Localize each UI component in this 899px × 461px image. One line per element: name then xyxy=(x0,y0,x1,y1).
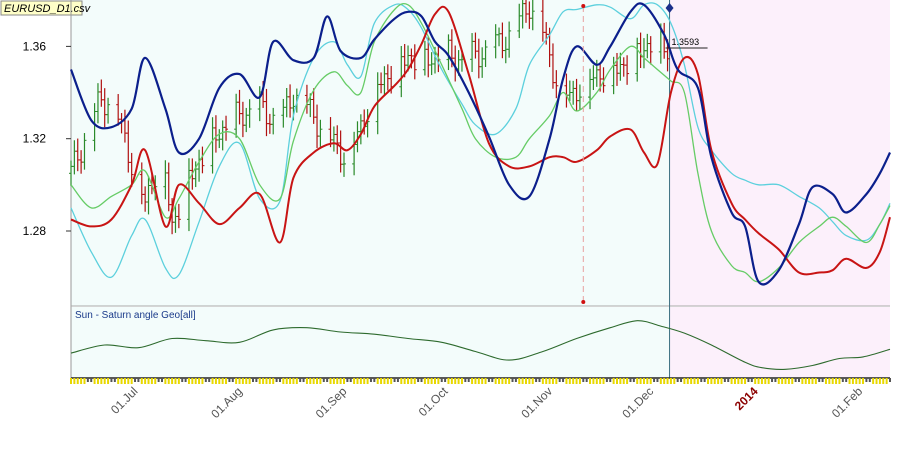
marker-dot-top xyxy=(581,4,586,8)
y-tick-label: 1.28 xyxy=(23,224,47,238)
x-tick-group: 01.Dec xyxy=(619,384,656,421)
x-tick-group: 01.Aug xyxy=(208,384,245,421)
file-title-box xyxy=(0,0,83,16)
indicator-title: Sun - Saturn angle Geo[all] xyxy=(75,310,196,321)
x-tick-group: 2014 xyxy=(732,384,761,413)
x-tick-group: 01.Feb xyxy=(829,384,866,421)
history-background xyxy=(71,0,670,306)
current-price-label: 1.3593 xyxy=(672,37,700,47)
indicator-background-history xyxy=(71,307,670,377)
indicator-curve xyxy=(70,320,891,370)
marker-dot-bottom xyxy=(581,300,586,304)
x-tick-group: 01.Oct xyxy=(416,384,451,419)
green-line xyxy=(70,2,891,283)
dark-blue-line xyxy=(69,2,891,286)
markers: 1.3593 xyxy=(581,3,708,304)
x-axis: 01.Jul 01.Aug 01.Sep 01.Oct 01.Nov 01.Dec 2014… xyxy=(70,377,891,421)
x-tick-group: 01.Jul xyxy=(108,384,141,417)
current-bar-diamond xyxy=(665,3,674,13)
y-axis-ticks: 1.28 1.32 1.36 xyxy=(23,39,71,238)
cyan-line xyxy=(70,2,891,280)
overlay-lines xyxy=(69,2,891,286)
file-title: EURUSD_D1.csv xyxy=(4,3,92,15)
indicator-line xyxy=(70,320,891,370)
x-tick-label: 01.Sep xyxy=(313,384,350,421)
x-tick-label: 01.Nov xyxy=(518,384,555,421)
x-tick-label: 01.Feb xyxy=(829,384,866,421)
indicator-background-forecast xyxy=(669,307,890,377)
x-tick-label: 01.Dec xyxy=(619,384,656,421)
x-tick-group: 01.Sep xyxy=(313,384,350,421)
x-tick-label: 01.Aug xyxy=(208,384,245,421)
y-tick-label: 1.32 xyxy=(23,132,47,146)
grid-lines xyxy=(70,0,890,378)
x-tick-label: 2014 xyxy=(732,384,761,413)
forecast-background xyxy=(669,0,890,306)
y-tick-label: 1.36 xyxy=(23,39,47,53)
x-tick-group: 01.Nov xyxy=(518,384,555,421)
x-tick-label: 01.Oct xyxy=(416,384,451,419)
x-tick-label: 01.Jul xyxy=(108,384,141,417)
